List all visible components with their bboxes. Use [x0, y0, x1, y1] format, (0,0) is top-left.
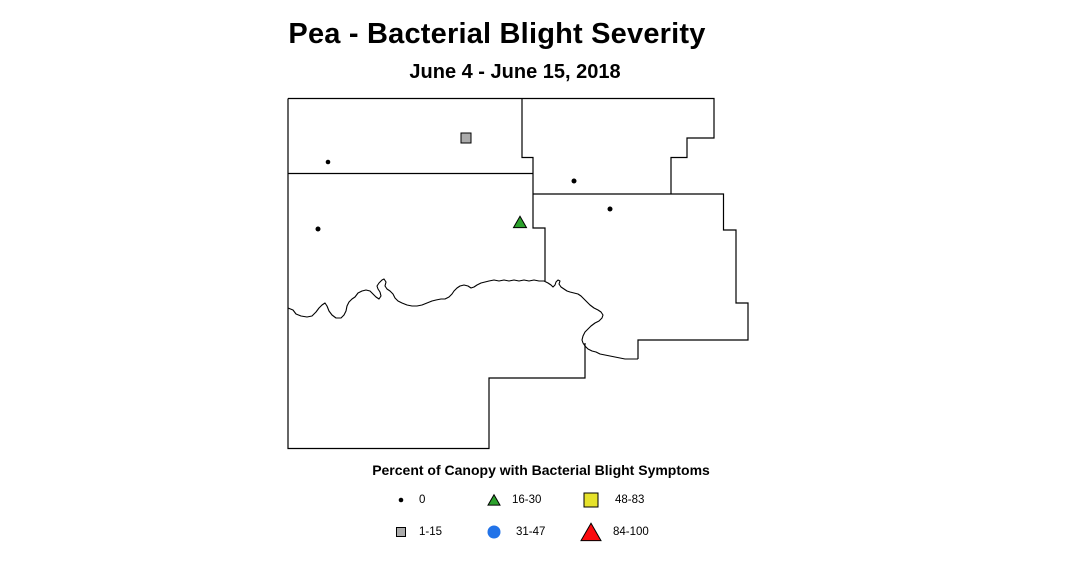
page-subtitle: June 4 - June 15, 2018 — [409, 61, 621, 83]
legend-item-1-15: 1-15 — [388, 521, 442, 543]
dot-marker — [398, 497, 404, 503]
river-boundary — [287, 278, 638, 360]
triangle-marker — [487, 493, 501, 506]
map-marker-0 — [571, 178, 577, 184]
legend-item-16-30: 16-30 — [481, 489, 541, 511]
map-marker-0 — [325, 159, 331, 165]
circle-marker — [487, 525, 501, 539]
legend-symbol-dot — [398, 497, 404, 503]
legend-item-label: 84-100 — [613, 526, 649, 538]
legend-symbol-red-triangle — [580, 522, 602, 542]
map-marker-0 — [607, 206, 613, 212]
map-markers — [315, 132, 613, 232]
page-title: Pea - Bacterial Blight Severity — [288, 18, 706, 50]
legend-item-label: 31-47 — [516, 526, 546, 538]
square-marker — [583, 492, 599, 508]
square-marker — [396, 527, 406, 537]
legend-title: Percent of Canopy with Bacterial Blight … — [372, 462, 710, 478]
legend-item-label: 16-30 — [512, 494, 542, 506]
legend-item-label: 0 — [419, 494, 426, 506]
legend-item-0: 0 — [388, 489, 425, 511]
legend-item-48-83: 48-83 — [578, 489, 644, 511]
legend-symbol-yellow-square — [583, 492, 599, 508]
legend-symbol-green-triangle — [487, 493, 501, 506]
legend-symbol-gray-square — [396, 527, 406, 537]
legend-symbol-blue-circle — [487, 525, 501, 539]
legend-item-label: 1-15 — [419, 526, 443, 538]
legend-item-label: 48-83 — [615, 494, 645, 506]
county-boundaries — [287, 97, 749, 450]
map-marker-0 — [315, 226, 321, 232]
legend-item-31-47: 31-47 — [481, 521, 545, 543]
triangle-marker — [580, 522, 602, 542]
map-marker-16-30 — [512, 215, 528, 229]
map-marker-1-15 — [460, 132, 472, 144]
legend-item-84-100: 84-100 — [578, 521, 649, 543]
